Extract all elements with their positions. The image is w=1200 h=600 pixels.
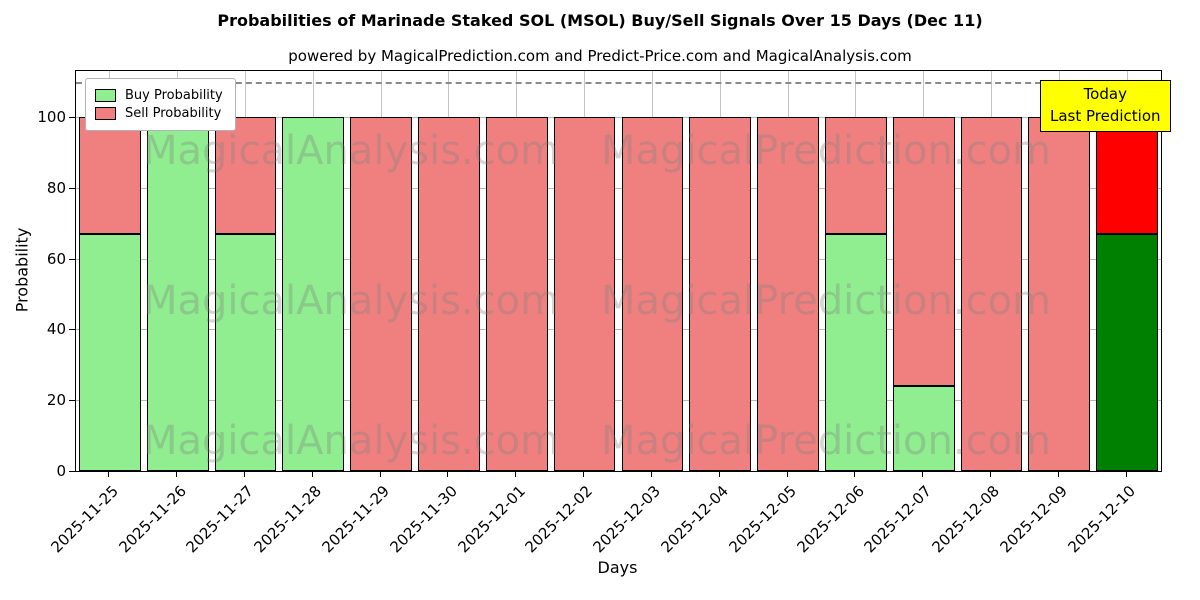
- legend-label-sell: Sell Probability: [125, 106, 222, 121]
- gridline-h: [76, 329, 1161, 331]
- x-tick-label: 2025-12-10: [1039, 481, 1138, 556]
- chart-title: Probabilities of Marinade Staked SOL (MS…: [217, 11, 983, 30]
- bar-segment-buy: [1096, 233, 1158, 471]
- gridline-h: [76, 400, 1161, 402]
- bar-segment-buy: [146, 117, 209, 471]
- bar-segment-sell: [621, 117, 684, 471]
- bar-segment-sell: [757, 117, 819, 471]
- plot-area: Buy Probability Sell Probability Magical…: [75, 70, 1162, 472]
- legend-label-buy: Buy Probability: [125, 88, 223, 103]
- legend: Buy Probability Sell Probability: [85, 78, 236, 131]
- gridline-h: [76, 117, 1161, 119]
- legend-item-sell: Sell Probability: [95, 106, 223, 121]
- bar-segment-sell: [214, 117, 277, 234]
- bar-segment-buy: [824, 233, 887, 471]
- bar-segment-buy: [282, 117, 345, 471]
- legend-swatch-buy: [95, 89, 116, 102]
- y-tick-label: 100: [37, 108, 66, 127]
- bar-segment-sell: [960, 117, 1023, 471]
- bar-segment-sell: [79, 117, 141, 234]
- bar-segment-sell: [485, 117, 548, 471]
- y-tick-label: 60: [46, 249, 66, 268]
- legend-item-buy: Buy Probability: [95, 88, 223, 103]
- x-tick-label-text: 2025-12-10: [1064, 482, 1139, 557]
- bar-segment-sell: [350, 117, 412, 471]
- gridline-h: [76, 258, 1161, 260]
- y-tick-label: 40: [46, 320, 66, 339]
- bar-segment-buy: [892, 386, 955, 471]
- y-axis: 0 20 40 60 80 100: [0, 71, 66, 480]
- y-tick-label: 20: [46, 391, 66, 410]
- x-axis-label: Days: [597, 558, 638, 577]
- x-tick-labels: 2025-11-25 2025-11-26 2025-11-27 2025-11-28…: [47, 472, 1160, 567]
- y-tick-label: 0: [56, 462, 66, 480]
- gridline-h: [76, 187, 1161, 189]
- bar-segment-buy: [79, 233, 141, 471]
- threshold-dashed-line: [76, 81, 1161, 84]
- bar-segment-sell: [418, 117, 480, 471]
- bar-segment-sell: [824, 117, 887, 234]
- bar-segment-sell: [1096, 117, 1158, 234]
- bar-segment-buy: [214, 233, 277, 471]
- bar-segment-sell: [892, 117, 955, 387]
- annotation-line2: Last Prediction: [1050, 106, 1161, 125]
- today-annotation: Today Last Prediction: [1040, 80, 1171, 132]
- legend-swatch-sell: [95, 107, 116, 120]
- chart-subtitle: powered by MagicalPrediction.com and Pre…: [288, 47, 912, 65]
- y-tick-label: 80: [46, 178, 66, 197]
- annotation-line1: Today: [1083, 85, 1127, 103]
- bar-segment-sell: [553, 117, 616, 471]
- bar-segment-sell: [689, 117, 752, 471]
- bar-segment-sell: [1028, 117, 1091, 471]
